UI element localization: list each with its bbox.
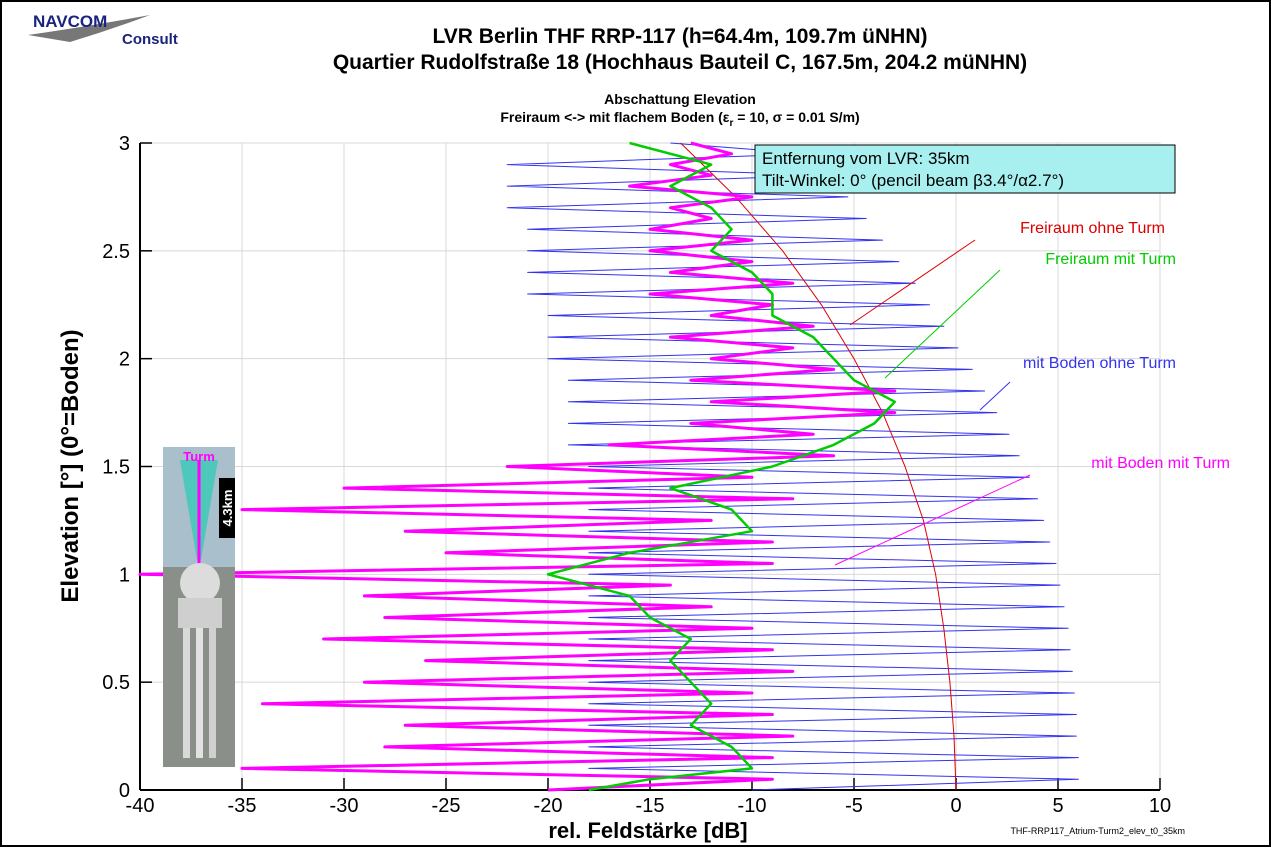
inset-dome	[180, 563, 220, 603]
inset-label-bg	[219, 478, 235, 538]
inset-column	[183, 628, 190, 758]
annotation-leader	[849, 239, 976, 326]
legend-label: Freiraum ohne Turm	[1020, 220, 1165, 237]
inset-column	[196, 628, 203, 758]
x-axis-label: rel. Feldstärke [dB]	[548, 818, 747, 843]
inset-column	[209, 628, 216, 758]
y-tick-label: 0.5	[102, 672, 130, 694]
series-line	[680, 142, 957, 791]
x-tick-label: -40	[126, 795, 155, 817]
logo: NAVCOM Consult	[28, 12, 178, 48]
legend-label: mit Boden mit Turm	[1091, 455, 1230, 472]
subtitle: Abschattung Elevation	[604, 91, 756, 107]
x-tick-label: 10	[1149, 795, 1171, 817]
x-tick-label: 0	[950, 795, 961, 817]
legend-label: Freiraum mit Turm	[1045, 251, 1176, 268]
y-tick-label: 1	[119, 564, 130, 586]
inset-distance: 4.3km	[220, 490, 235, 527]
annotation-leader	[979, 381, 1011, 411]
x-tick-label: -15	[636, 795, 665, 817]
x-tick-label: -20	[534, 795, 563, 817]
title-line: Quartier Rudolfstraße 18 (Hochhaus Baute…	[333, 51, 1027, 74]
x-tick-label: 5	[1052, 795, 1063, 817]
x-tick-label: -30	[330, 795, 359, 817]
info-box	[754, 144, 1176, 194]
logo-bottom: Consult	[122, 31, 178, 48]
y-tick-label: 2	[119, 349, 130, 371]
annotation-leader	[884, 269, 1001, 379]
y-tick-label: 2.5	[102, 241, 130, 263]
subtitle-2: Freiraum <-> mit flachem Boden (εr = 10,…	[500, 109, 859, 129]
y-tick-label: 0	[119, 780, 130, 802]
series-line	[138, 141, 897, 792]
inset-photo: Turm 4.3km	[163, 447, 235, 767]
logo-swoosh	[28, 15, 150, 42]
footer: THF-RRP117_Atrium-Turm2_elev_t0_35km	[1010, 826, 1185, 836]
annotation-leader	[834, 474, 1031, 566]
y-tick-label: 1.5	[102, 457, 130, 479]
subtitle-2-post: = 10, σ = 0.01 S/m)	[733, 109, 859, 125]
series-line	[546, 141, 897, 792]
series-line	[506, 142, 1079, 791]
x-tick-label: -35	[228, 795, 257, 817]
plot: mit Boden ohne Turm Freiraum ohne Turm mit…	[138, 141, 1230, 792]
inset-label: Turm	[183, 449, 215, 464]
grid: -40 -35 -30 -25 -20 -15 -10 -5 0 5 10 0 0.5 1 1.5 2 2.5 3	[102, 133, 1171, 817]
y-axis-label: Elevation [°] (0°=Boden)	[57, 329, 84, 602]
title-line: LVR Berlin THF RRP-117 (h=64.4m, 109.7m …	[433, 25, 928, 48]
y-tick-label: 3	[119, 133, 130, 155]
subtitle-2-pre: Freiraum <-> mit flachem Boden (ε	[500, 109, 729, 125]
x-tick-label: -25	[432, 795, 461, 817]
x-tick-label: -5	[845, 795, 863, 817]
x-tick-label: -10	[738, 795, 767, 817]
info-line: Entfernung vom LVR: 35km	[762, 149, 970, 168]
legend-label: mit Boden ohne Turm	[1023, 355, 1176, 372]
subtitle-2-sub: r	[729, 118, 733, 129]
inset-body	[178, 598, 222, 628]
info-line: Tilt-Winkel: 0° (pencil beam β3.4°/α2.7°…	[762, 171, 1064, 190]
logo-top: NAVCOM	[33, 12, 107, 31]
